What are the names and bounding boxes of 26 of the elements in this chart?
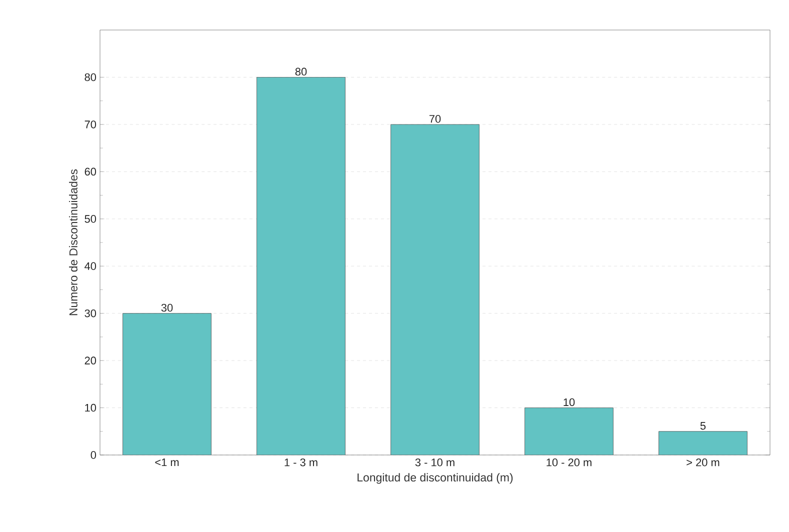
y-axis-title: Numero de Discontinuidades bbox=[69, 169, 78, 316]
y-tick-label: 80 bbox=[84, 73, 96, 82]
y-tick-label: 50 bbox=[84, 215, 96, 223]
x-tick-label: 3 - 10 m bbox=[415, 458, 454, 466]
x-tick-label: 1 - 3 m bbox=[284, 458, 318, 466]
y-tick-label: 10 bbox=[85, 404, 96, 412]
y-tick-label: 70 bbox=[84, 120, 96, 128]
data-label: 5 bbox=[700, 422, 706, 430]
y-tick-label: 0 bbox=[90, 451, 96, 459]
data-label: 70 bbox=[429, 115, 441, 123]
y-tick-label: 20 bbox=[84, 356, 96, 364]
bar bbox=[524, 408, 614, 455]
bar bbox=[658, 431, 748, 455]
bar bbox=[390, 124, 480, 455]
x-tick-label: 10 - 20 m bbox=[546, 458, 592, 466]
x-tick-label: <1 m bbox=[155, 458, 179, 466]
bar bbox=[122, 313, 212, 455]
data-label: 10 bbox=[564, 398, 575, 406]
y-tick-label: 30 bbox=[84, 309, 96, 318]
y-tick-label: 40 bbox=[84, 262, 96, 270]
y-tick-label: 60 bbox=[84, 168, 96, 176]
data-label: 30 bbox=[161, 304, 173, 312]
x-axis-title: Longitud de discontinuidad (m) bbox=[358, 473, 513, 484]
data-label: 80 bbox=[295, 68, 307, 76]
x-tick-label: > 20 m bbox=[686, 458, 720, 466]
bar bbox=[256, 77, 346, 455]
